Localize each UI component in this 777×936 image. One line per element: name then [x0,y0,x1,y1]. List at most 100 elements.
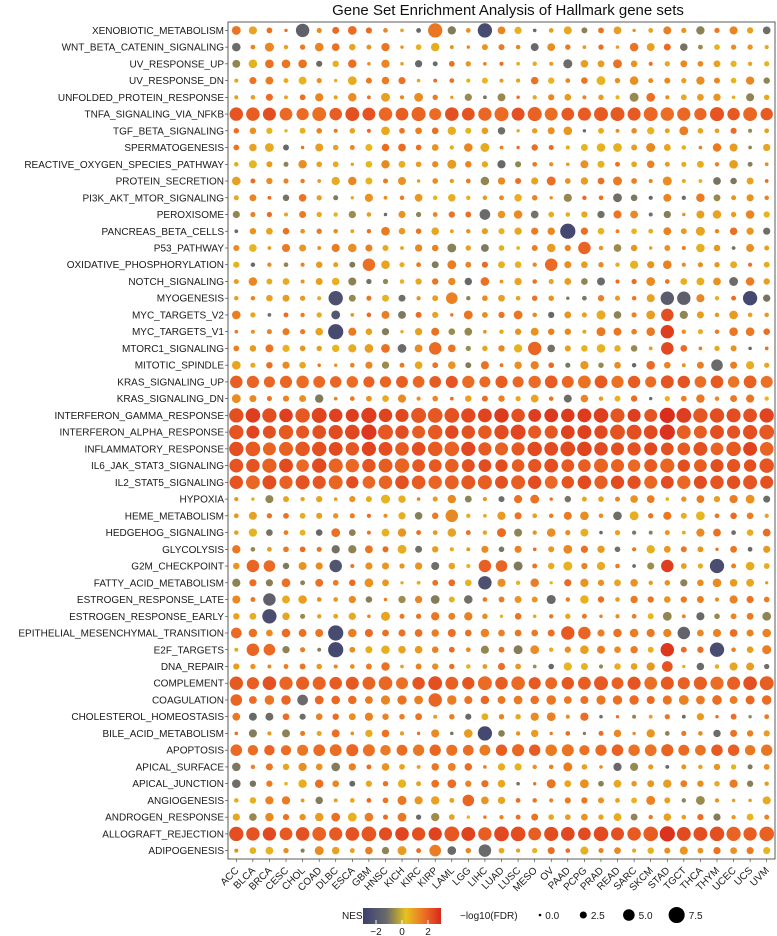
data-point [726,475,741,489]
data-point [249,780,257,787]
data-point [348,695,357,705]
data-point [283,664,289,669]
data-point [494,424,509,440]
data-point [414,92,424,102]
data-point [481,161,489,168]
data-point [597,645,605,654]
data-point [282,713,290,721]
data-point [480,277,490,286]
y-tick-label: APICAL_JUNCTION [132,779,224,790]
data-point [233,128,240,134]
data-point [297,694,308,706]
data-point [613,26,622,35]
data-point [350,731,355,736]
data-point [300,848,305,853]
data-point [611,375,624,389]
y-tick-label: ANGIOGENESIS [147,796,224,807]
data-point [431,729,440,738]
y-tick-label: E2F_TARGETS [154,645,225,656]
data-point [412,376,425,388]
data-point [366,295,372,301]
data-point [348,763,356,771]
data-point [760,107,773,121]
data-point [333,228,338,234]
data-point [745,76,755,85]
nes-tick-label: −2 [370,927,382,936]
data-point [381,294,390,302]
data-point [298,561,307,571]
data-point [233,345,240,352]
data-point [731,530,736,535]
data-point [680,278,688,285]
data-point [365,328,373,336]
data-point [746,361,755,370]
data-point [381,662,390,671]
data-point [681,614,686,619]
data-point [515,44,521,50]
data-point [495,744,508,756]
data-point [680,94,687,101]
data-point [547,629,555,637]
data-point [695,511,705,521]
data-point [234,295,239,301]
data-point [498,714,505,720]
data-point [333,613,339,619]
data-point [333,513,339,519]
data-point [461,408,476,423]
data-point [367,614,371,619]
data-point [448,562,456,570]
data-point [514,613,522,620]
data-point [746,646,754,654]
data-point [234,229,239,234]
data-point [480,695,490,705]
data-point [742,424,758,440]
data-point [333,396,338,401]
data-point [331,310,341,320]
data-point [709,826,725,842]
data-point [431,763,439,771]
data-point [565,613,571,619]
data-point [532,664,537,669]
data-point [230,744,243,756]
data-point [611,677,624,690]
nes-legend-title: NES [342,911,363,922]
data-point [714,613,720,620]
data-point [381,528,390,537]
data-point [266,27,273,34]
data-point [331,729,340,738]
data-point [365,663,372,670]
data-point [447,779,457,789]
data-point [428,424,443,440]
data-point [746,578,754,587]
data-point [564,328,572,335]
data-point [299,395,307,403]
data-point [313,375,326,388]
data-point [565,848,571,853]
data-point [481,796,489,805]
data-point [516,781,520,786]
data-point [627,676,641,690]
data-point [597,60,605,68]
data-point [333,497,338,501]
data-point [696,243,705,253]
data-point [648,28,654,33]
data-point [365,160,373,168]
data-point [400,581,404,585]
data-point [614,496,621,502]
data-point [282,595,290,604]
data-point [398,645,406,654]
data-point [564,178,571,184]
data-point [365,27,372,34]
data-point [713,60,721,68]
data-point [613,511,622,521]
data-point [394,458,410,473]
data-point [317,363,321,367]
data-point [398,294,406,302]
data-point [362,475,376,489]
data-point [348,176,357,186]
data-point [660,442,674,456]
data-point [680,579,688,587]
data-point [497,696,506,704]
data-point [378,458,393,473]
data-point [432,178,439,184]
